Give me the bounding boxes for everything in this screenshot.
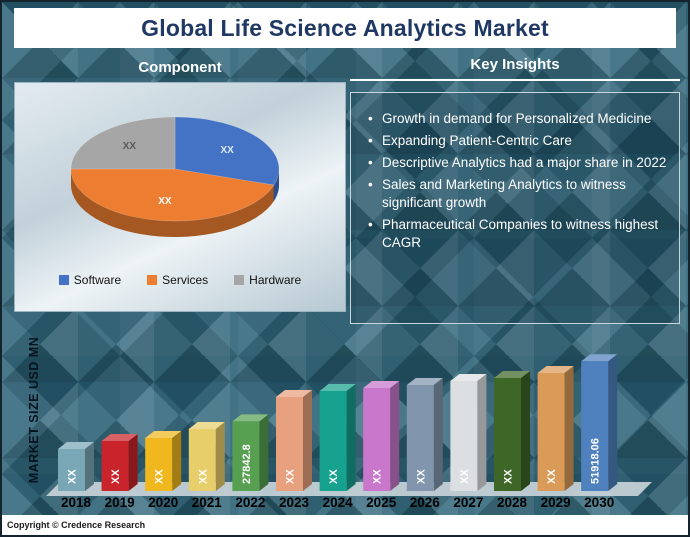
pie-data-label: XX [158, 196, 172, 207]
bar-value-label: XX [372, 469, 384, 484]
bar-chart: XX 2018 XX 2019 XX 2020 XX 2021 27842.8 2022 XX 202… [27, 337, 652, 510]
bar-side [477, 374, 487, 491]
bar-2026 [406, 385, 434, 491]
bar-2023 [276, 397, 303, 491]
bar-value-label: XX [546, 469, 558, 484]
bar-value-label: XX [197, 469, 209, 484]
bar-year-label: 2026 [410, 495, 441, 510]
insight-item: Descriptive Analytics had a major share … [367, 154, 667, 172]
bar-2028 [494, 378, 521, 491]
bar-2021 [188, 429, 216, 491]
bar-year-label: 2024 [323, 495, 354, 510]
bar-year-label: 2030 [584, 495, 614, 510]
insights-box: Growth in demand for Personalized Medici… [350, 92, 680, 324]
insight-item: Sales and Marketing Analytics to witness… [367, 176, 667, 212]
legend-swatch-hardware [234, 275, 245, 285]
bar-top [363, 381, 400, 388]
bar-year-label: 2021 [192, 495, 223, 510]
bar-side [85, 442, 94, 491]
bar-year-label: 2029 [541, 495, 571, 510]
bar-value-label: 51918.06 [590, 438, 602, 484]
bar-2020 [145, 438, 173, 491]
bar-value-label: 27842.8 [241, 444, 253, 484]
bar-2018 [58, 449, 85, 491]
bar-side [390, 381, 400, 491]
title-band: Global Life Science Analytics Market [14, 8, 676, 48]
bar-value-label: XX [459, 469, 471, 484]
insight-item: Expanding Patient-Centric Care [367, 132, 667, 150]
bar-value-label: XX [328, 469, 340, 484]
bar-side [521, 371, 530, 491]
bar-year-label: 2019 [105, 495, 135, 510]
bar-value-label: XX [110, 469, 122, 484]
bar-2030 [581, 361, 609, 491]
bar-top [58, 442, 94, 449]
bar-top [101, 434, 138, 441]
legend-item: Hardware [234, 273, 301, 287]
bar-side [215, 422, 225, 491]
bar-2029 [537, 373, 565, 491]
bar-value-label: XX [154, 469, 166, 484]
bar-year-label: 2022 [235, 495, 265, 510]
pie-chart: XX XX XX [70, 116, 280, 238]
page-title: Global Life Science Analytics Market [141, 14, 549, 41]
legend-swatch-services [147, 275, 158, 285]
pie-slice-software [174, 116, 280, 186]
bar-top [319, 384, 356, 391]
bar-2022 [232, 421, 260, 491]
bar-top [406, 378, 443, 385]
bar-top [581, 354, 618, 362]
bar-2019 [101, 441, 129, 491]
pie-data-label: XX [221, 145, 235, 156]
insight-item: Growth in demand for Personalized Medici… [367, 110, 667, 128]
bar-2027 [450, 381, 478, 491]
bar-side [346, 384, 356, 491]
bar-value-label: XX [415, 469, 427, 484]
bar-year-label: 2018 [61, 495, 92, 510]
copyright-bar: Copyright © Credence Research [2, 515, 688, 535]
bar-year-label: 2028 [497, 495, 528, 510]
pie-panel: XX XX XX Software Services Hardware [14, 82, 346, 312]
bar-value-label: XX [285, 469, 297, 484]
bar-year-label: 2025 [366, 495, 397, 510]
bar-2025 [363, 388, 391, 491]
bar-top [450, 374, 487, 381]
bar-side [564, 366, 574, 491]
insights-list: Growth in demand for Personalized Medici… [367, 110, 667, 253]
bar-side [608, 354, 618, 491]
insight-item: Pharmaceutical Companies to witness high… [367, 216, 667, 252]
bar-top [494, 371, 530, 378]
pie-legend: Software Services Hardware [15, 273, 345, 287]
bar-top [188, 422, 225, 429]
bar-top [537, 366, 574, 373]
bar-top [232, 414, 269, 422]
bar-top [276, 390, 312, 397]
insights-heading: Key Insights [350, 56, 680, 81]
bar-value-label: XX [67, 469, 79, 484]
bar-side [303, 390, 312, 491]
bar-year-label: 2027 [453, 495, 483, 510]
pie-slice-services [70, 168, 275, 222]
component-heading: Component [138, 59, 222, 76]
legend-swatch-software [58, 275, 69, 285]
legend-label: Software [73, 273, 122, 287]
pie-data-label: XX [123, 141, 137, 152]
bar-side [172, 431, 182, 491]
bar-year-label: 2020 [148, 495, 178, 510]
legend-item: Services [147, 273, 208, 287]
bar-value-label: XX [503, 469, 515, 484]
bar-side [259, 414, 269, 491]
bar-top [145, 431, 182, 438]
pie-slice-hardware [70, 116, 176, 170]
legend-label: Services [162, 273, 209, 287]
legend-label: Hardware [249, 273, 302, 287]
bar-2024 [319, 391, 347, 491]
bar-side [433, 378, 443, 491]
legend-item: Software [58, 273, 122, 287]
copyright-text: Copyright © Credence Research [7, 520, 146, 530]
y-axis-label: MARKET SIZE USD MN [27, 337, 41, 484]
bar-side [128, 434, 138, 491]
bar-year-label: 2023 [279, 495, 310, 510]
